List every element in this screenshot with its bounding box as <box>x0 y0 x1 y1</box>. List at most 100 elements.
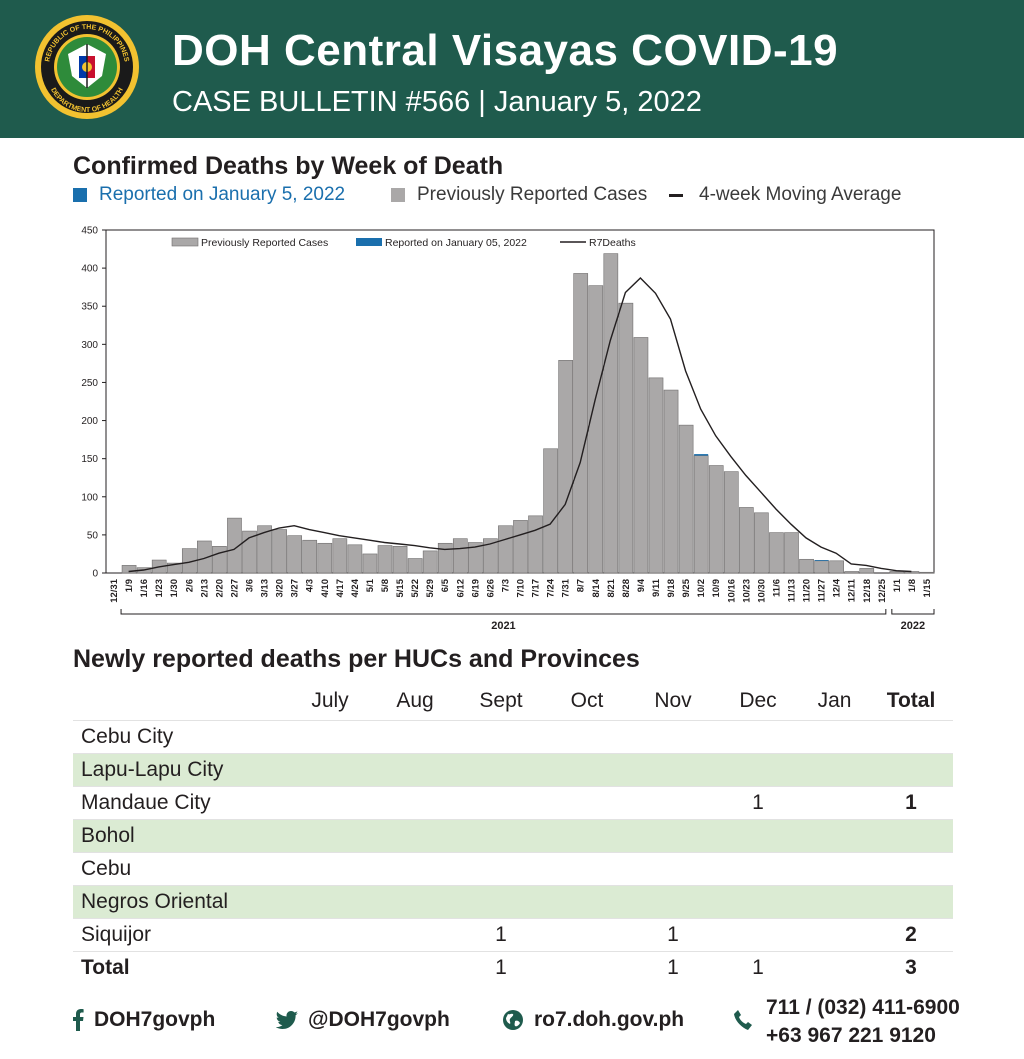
legend-average-label: 4-week Moving Average <box>699 184 902 205</box>
twitter-icon <box>276 1011 298 1029</box>
table-title: Newly reported deaths per HUCs and Provi… <box>73 645 640 673</box>
bar-previously-reported <box>919 571 935 574</box>
y-tick-label: 450 <box>81 226 98 237</box>
inner-legend-average-label: R7Deaths <box>589 237 636 249</box>
phone-icon <box>734 1010 752 1030</box>
row-month-cell <box>630 753 716 787</box>
year-label-2021: 2021 <box>491 620 515 632</box>
row-month-cell <box>458 786 544 820</box>
bar-previously-reported <box>814 560 829 574</box>
col-header: Oct <box>570 689 604 712</box>
footer-facebook[interactable]: DOH7govph <box>72 1008 215 1032</box>
x-tick-label: 1/1 <box>892 578 903 592</box>
row-month-cell <box>716 819 800 853</box>
x-tick-label: 12/18 <box>862 579 873 603</box>
row-month-cell <box>630 720 716 754</box>
row-region-name: Bohol <box>73 819 288 853</box>
row-month-cell <box>372 885 458 919</box>
row-month-cell <box>372 819 458 853</box>
row-month-cell <box>544 918 630 952</box>
x-tick-label: 3/6 <box>245 579 256 592</box>
row-month-cell <box>630 852 716 886</box>
x-tick-label: 6/26 <box>485 579 496 598</box>
deaths-table: July Aug Sept Oct Nov Dec Jan Total Cebu… <box>73 682 953 984</box>
row-month-cell <box>544 885 630 919</box>
moving-average-line <box>128 277 912 573</box>
total-month-cell <box>544 951 630 984</box>
x-tick-label: 2/6 <box>184 579 195 592</box>
x-tick-label: 11/20 <box>802 579 813 602</box>
bulletin-subtitle: CASE BULLETIN #566 | January 5, 2022 <box>172 86 702 118</box>
x-tick-label: 9/25 <box>681 578 692 597</box>
header-banner: REPUBLIC OF THE PHILIPPINES DEPARTMENT O… <box>0 0 1024 138</box>
table-total-row: Total 1 1 1 3 <box>73 951 953 984</box>
x-tick-label: 1/16 <box>139 579 150 598</box>
bar-previously-reported <box>633 337 649 574</box>
row-month-cell: 1 <box>716 786 800 820</box>
row-month-cell <box>288 852 372 886</box>
table-header-row: July Aug Sept Oct Nov Dec Jan Total <box>73 682 953 721</box>
x-tick-label: 1/30 <box>169 579 180 598</box>
bar-reported-today <box>814 560 829 561</box>
y-tick-label: 350 <box>81 302 98 313</box>
bar-previously-reported <box>528 515 543 574</box>
inner-legend-reported-label: Reported on January 05, 2022 <box>385 237 527 249</box>
x-tick-label: 7/3 <box>500 579 511 592</box>
footer-website[interactable]: ro7.doh.gov.ph <box>502 1008 684 1032</box>
x-tick-label: 6/5 <box>440 578 451 592</box>
bar-previously-reported <box>738 507 754 574</box>
bar-previously-reported <box>799 558 814 574</box>
website-url: ro7.doh.gov.ph <box>534 1008 685 1031</box>
x-tick-label: 8/7 <box>576 579 587 592</box>
footer-phone-2: +63 967 221 9120 <box>766 1024 936 1048</box>
legend-previous: Previously Reported Cases <box>391 184 647 206</box>
bar-previously-reported <box>904 571 920 574</box>
bar-previously-reported <box>543 448 558 574</box>
x-tick-label: 12/25 <box>877 578 888 602</box>
x-tick-label: 9/18 <box>666 579 677 598</box>
year-bracket-2022 <box>891 609 935 615</box>
row-month-cell <box>544 819 630 853</box>
total-month-cell: 1 <box>630 951 716 984</box>
year-bracket-2021 <box>120 609 887 615</box>
x-tick-label: 11/13 <box>786 579 797 602</box>
y-tick-label: 300 <box>81 340 98 351</box>
x-tick-label: 3/20 <box>275 579 286 598</box>
row-total-cell <box>869 852 953 886</box>
inner-legend-previous-label: Previously Reported Cases <box>201 237 328 249</box>
footer-twitter[interactable]: @DOH7govph <box>276 1008 450 1032</box>
row-month-cell <box>288 885 372 919</box>
grand-total-cell: 3 <box>869 951 953 984</box>
total-row-label: Total <box>73 951 288 984</box>
bar-previously-reported <box>588 285 604 574</box>
x-tick-label: 10/16 <box>726 579 737 603</box>
x-tick-label: 6/19 <box>470 579 481 598</box>
bar-previously-reported <box>121 565 137 574</box>
x-tick-label: 3/13 <box>260 579 271 598</box>
bar-previously-reported <box>663 389 679 574</box>
footer: DOH7govph @DOH7govph ro7.doh.gov.ph 711 … <box>0 996 1024 1056</box>
x-tick-label: 2/20 <box>214 579 225 598</box>
y-tick-label: 200 <box>81 416 98 427</box>
row-total-cell <box>869 885 953 919</box>
x-tick-label: 5/15 <box>395 578 406 597</box>
row-month-cell <box>716 918 800 952</box>
bar-previously-reported <box>272 529 287 574</box>
row-month-cell <box>372 918 458 952</box>
row-region-name: Cebu City <box>73 720 288 754</box>
row-month-cell <box>372 786 458 820</box>
row-month-cell <box>716 885 800 919</box>
row-month-cell <box>630 885 716 919</box>
row-region-name: Mandaue City <box>73 786 288 820</box>
facebook-handle: DOH7govph <box>94 1008 216 1031</box>
total-month-cell: 1 <box>458 951 544 984</box>
table-row: Negros Oriental <box>73 885 953 919</box>
bar-previously-reported <box>347 544 363 574</box>
x-tick-label: 7/10 <box>516 579 527 598</box>
bar-previously-reported <box>648 377 664 574</box>
bar-previously-reported <box>212 546 227 574</box>
x-tick-label: 7/24 <box>546 578 557 597</box>
row-month-cell <box>544 786 630 820</box>
col-header: Dec <box>739 689 777 712</box>
row-month-cell <box>800 720 869 754</box>
